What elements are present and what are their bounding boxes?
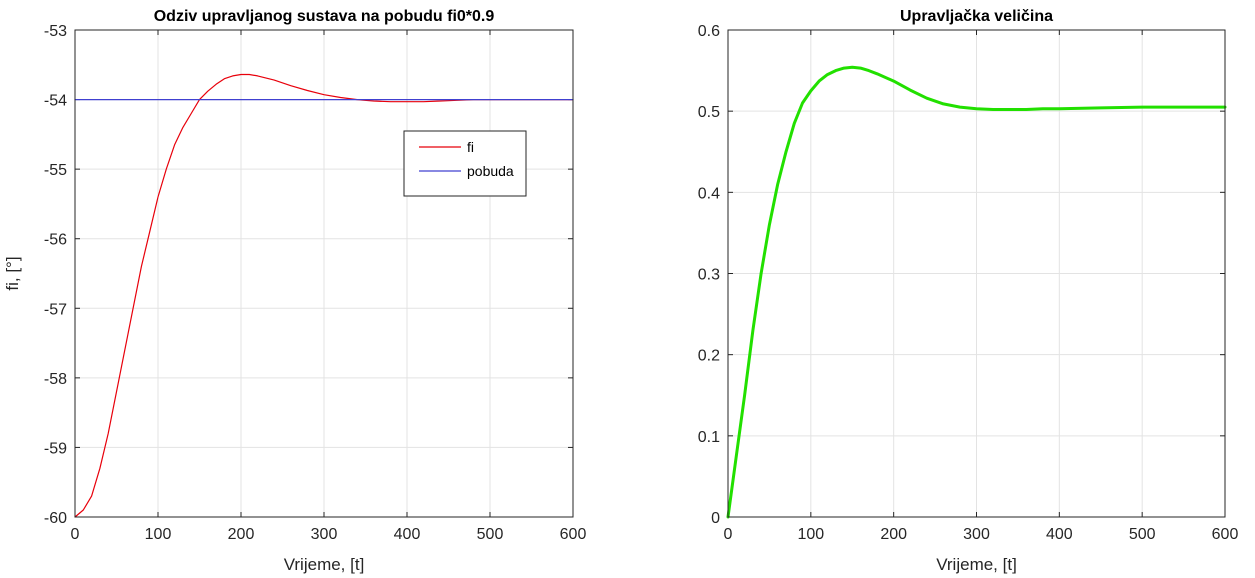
y-tick-label: -60 <box>44 510 67 527</box>
x-tick-label: 400 <box>394 526 421 543</box>
y-tick-label: 0.4 <box>698 185 720 202</box>
chart-title: Upravljačka veličina <box>900 8 1053 25</box>
x-tick-label: 100 <box>797 526 824 543</box>
y-tick-label: -57 <box>44 301 67 318</box>
y-tick-label: -54 <box>44 93 67 110</box>
x-axis-label: Vrijeme, [t] <box>284 555 365 574</box>
y-tick-label: 0.5 <box>698 104 720 121</box>
chart-fi-response: 0 100 200 300 400 500 600 -60 -59 -58 -57 -56 -55 -54… <box>3 8 586 574</box>
series-line-series-0 <box>726 65 1227 519</box>
y-tick-label: 0.1 <box>698 429 720 446</box>
y-tick-label: -58 <box>44 371 67 388</box>
x-tick-label: 500 <box>477 526 504 543</box>
series-line-fi <box>74 73 574 518</box>
x-tick-label: 100 <box>145 526 172 543</box>
x-tick-label: 600 <box>1212 526 1239 543</box>
x-axis-label: Vrijeme, [t] <box>936 555 1017 574</box>
y-tick-label: -53 <box>44 23 67 40</box>
x-tick-label: 300 <box>311 526 338 543</box>
y-tick-label: -59 <box>44 440 67 457</box>
x-tick-label: 500 <box>1129 526 1156 543</box>
y-tick-label: 0.3 <box>698 267 720 284</box>
y-tick-label: 0.6 <box>698 23 720 40</box>
legend-label-pobuda: pobuda <box>467 163 514 179</box>
x-tick-label: 600 <box>560 526 587 543</box>
legend-box <box>403 130 527 197</box>
y-tick-label: 0.2 <box>698 348 720 365</box>
grid <box>728 30 1225 517</box>
x-tick-label: 400 <box>1046 526 1073 543</box>
y-axis-label: fi, [°] <box>3 256 22 290</box>
axes-box <box>727 29 1226 518</box>
y-tick-label: -55 <box>44 162 67 179</box>
legend-label-fi: fi <box>467 139 474 155</box>
legend: fi pobuda <box>403 130 527 197</box>
x-tick-label: 300 <box>963 526 990 543</box>
chart-title: Odziv upravljanog sustava na pobudu fi0*… <box>154 8 495 25</box>
x-tick-label: 0 <box>71 526 80 543</box>
x-tick-label: 200 <box>228 526 255 543</box>
y-tick-label: -56 <box>44 232 67 249</box>
chart-control-signal: 0 100 200 300 400 500 600 0 0.1 0.2 0.3 0.4 0.5 0.6 Up… <box>698 8 1239 574</box>
x-tick-label: 0 <box>724 526 733 543</box>
x-tick-label: 200 <box>880 526 907 543</box>
axes-box <box>74 29 574 518</box>
y-tick-label: 0 <box>711 510 720 527</box>
